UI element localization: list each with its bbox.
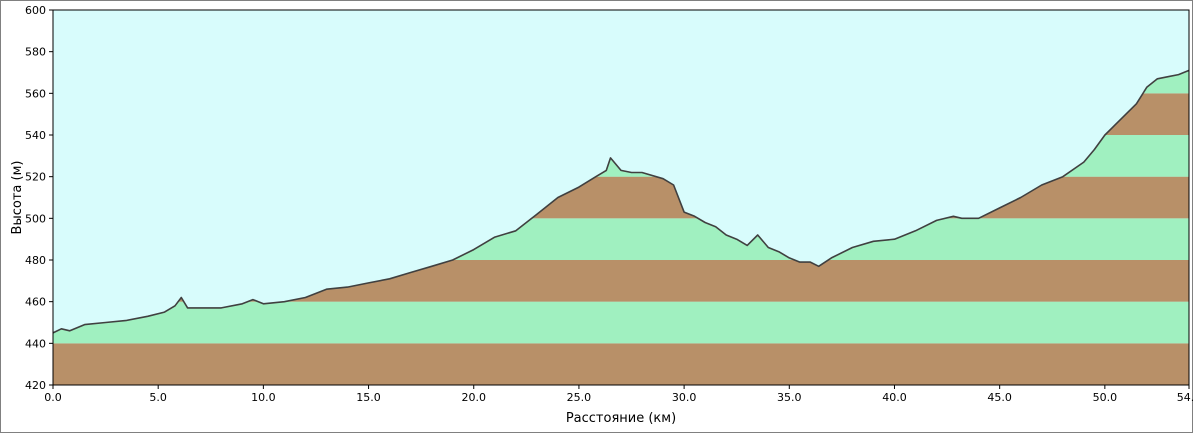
x-tick-label: 50.0 xyxy=(1093,391,1118,404)
y-axis-title: Высота (м) xyxy=(10,161,25,235)
y-tick-label: 520 xyxy=(25,171,46,184)
x-tick-label: 54.0 xyxy=(1177,391,1193,404)
y-tick-label: 480 xyxy=(25,254,46,267)
y-tick-label: 500 xyxy=(25,212,46,225)
y-tick-label: 580 xyxy=(25,46,46,59)
y-tick-label: 540 xyxy=(25,129,46,142)
x-tick-label: 15.0 xyxy=(356,391,381,404)
y-tick-label: 460 xyxy=(25,296,46,309)
elevation-band xyxy=(53,301,1189,344)
plot-border xyxy=(52,9,1190,386)
y-tick-label: 600 xyxy=(25,4,46,17)
x-tick-label: 5.0 xyxy=(149,391,167,404)
x-tick-label: 35.0 xyxy=(777,391,802,404)
x-tick-label: 40.0 xyxy=(882,391,907,404)
y-tick-label: 420 xyxy=(25,379,46,392)
x-tick-label: 10.0 xyxy=(251,391,276,404)
x-tick-label: 20.0 xyxy=(461,391,486,404)
y-tick-label: 440 xyxy=(25,337,46,350)
x-tick-label: 25.0 xyxy=(567,391,592,404)
x-tick-label: 0.0 xyxy=(44,391,62,404)
x-axis-title: Расстояние (км) xyxy=(566,411,676,426)
x-tick-label: 45.0 xyxy=(987,391,1012,404)
elevation-band xyxy=(53,343,1189,385)
x-tick-label: 30.0 xyxy=(672,391,697,404)
y-tick-label: 560 xyxy=(25,87,46,100)
profile-line xyxy=(52,69,1190,334)
